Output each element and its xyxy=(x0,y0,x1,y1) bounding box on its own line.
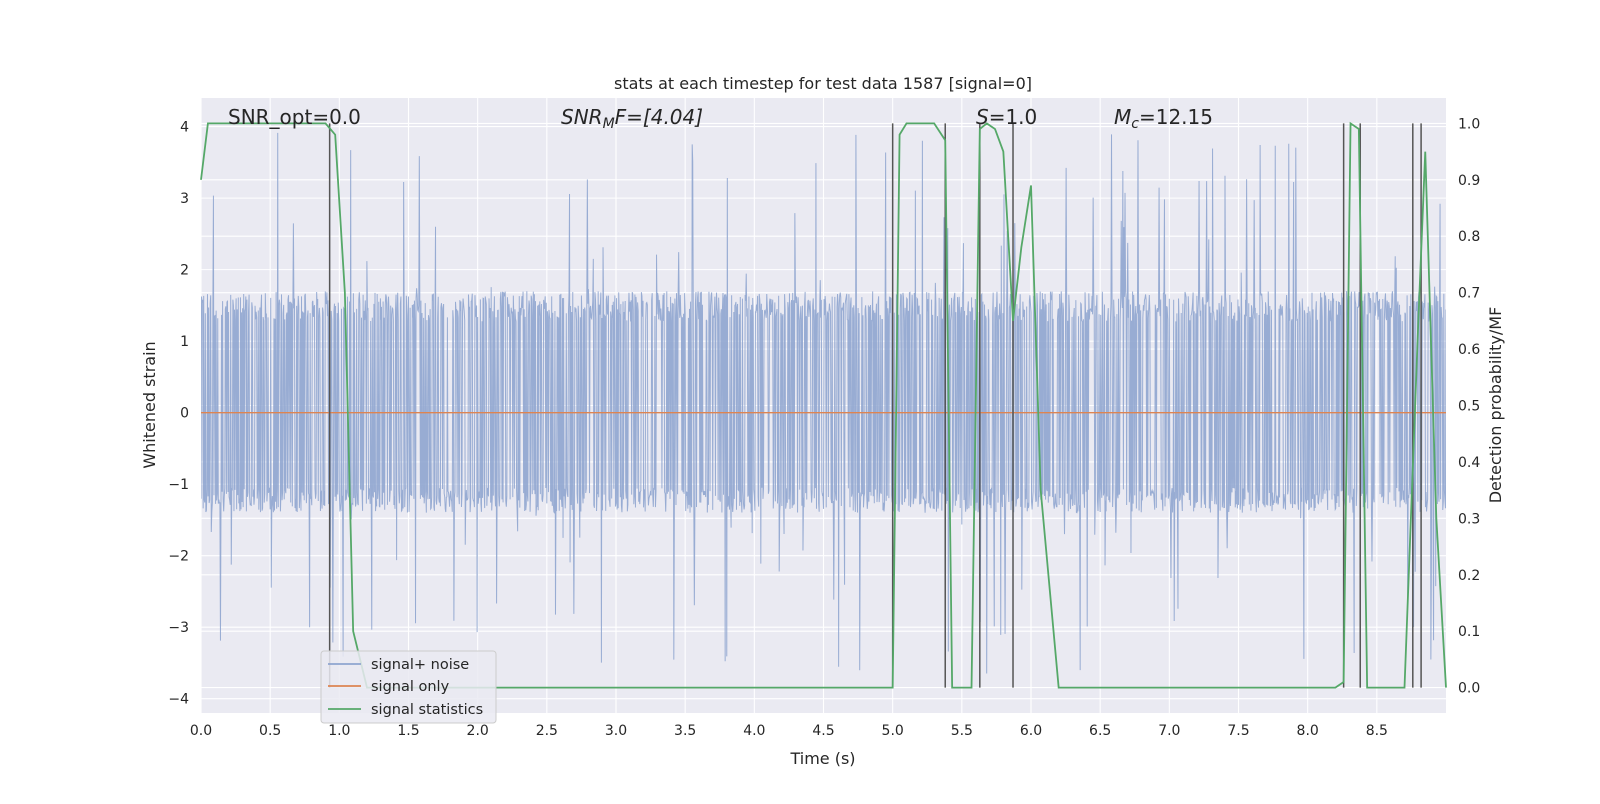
x-tick-label-14: 7.0 xyxy=(1158,723,1180,739)
x-axis-label: Time (s) xyxy=(789,749,855,768)
y-left-tick-label-2: −2 xyxy=(168,549,189,565)
annotation-snr-opt: SNR_opt=0.0 xyxy=(228,105,361,129)
annotation-snr-mf-prefix: SNR xyxy=(561,105,603,129)
x-axis-ticks: 0.0 0.5 1.0 1.5 2.0 2.5 3.0 3.5 4.0 4.5 5.0 5.5 6.0 6… xyxy=(190,723,1388,739)
x-tick-label-6: 3.0 xyxy=(605,723,627,739)
y-left-tick-label-6: 2 xyxy=(180,263,189,279)
x-tick-label-17: 8.5 xyxy=(1366,723,1388,739)
x-tick-label-3: 1.5 xyxy=(397,723,419,739)
y-left-tick-label-0: −4 xyxy=(168,692,189,708)
legend-label-signal-noise: signal+ noise xyxy=(371,657,469,673)
series-signal-noise xyxy=(201,132,1446,674)
signal-statistics-line xyxy=(200,121,1447,689)
vertical-markers xyxy=(328,123,1422,688)
chart-title: stats at each timestep for test data 158… xyxy=(614,74,1032,93)
signal-noise-line xyxy=(201,132,1446,674)
x-tick-label-15: 7.5 xyxy=(1227,723,1249,739)
annotation-snr-mf-suffix: F=[4.04] xyxy=(615,105,703,129)
x-tick-label-5: 2.5 xyxy=(536,723,558,739)
y-right-tick-label-1: 0.1 xyxy=(1458,624,1480,640)
y-axis-left-label: Whitened strain xyxy=(140,341,159,468)
annotation-mc-suffix: =12.15 xyxy=(1139,105,1213,129)
y-left-tick-label-8: 4 xyxy=(180,120,189,136)
y-right-tick-label-9: 0.9 xyxy=(1458,173,1480,189)
x-tick-label-11: 5.5 xyxy=(951,723,973,739)
annotation-mc-prefix: M xyxy=(1114,105,1131,129)
y-left-tick-label-3: −1 xyxy=(168,477,189,493)
x-tick-label-1: 0.5 xyxy=(259,723,281,739)
y-left-tick-label-1: −3 xyxy=(168,620,189,636)
x-tick-label-9: 4.5 xyxy=(812,723,834,739)
y-right-tick-label-8: 0.8 xyxy=(1458,229,1480,245)
annotation-mc-sub: c xyxy=(1131,116,1139,132)
x-tick-label-12: 6.0 xyxy=(1020,723,1042,739)
annotation-s-prefix: S xyxy=(976,105,989,129)
x-tick-label-8: 4.0 xyxy=(743,723,765,739)
y-left-tick-label-7: 3 xyxy=(180,191,189,207)
y-left-tick-label-4: 0 xyxy=(180,406,189,422)
y-right-tick-label-7: 0.7 xyxy=(1458,286,1480,302)
x-tick-label-13: 6.5 xyxy=(1089,723,1111,739)
series-signal-statistics xyxy=(200,121,1447,689)
y-right-tick-label-5: 0.5 xyxy=(1458,399,1480,415)
x-tick-label-0: 0.0 xyxy=(190,723,212,739)
x-tick-label-2: 1.0 xyxy=(328,723,350,739)
legend-box xyxy=(320,650,497,724)
y-left-tick-label-5: 1 xyxy=(180,334,189,350)
y-axis-right-ticks: 0.0 0.1 0.2 0.3 0.4 0.5 0.6 0.7 0.8 0.9 1.0 xyxy=(1458,116,1480,696)
legend: signal+ noise signal only signal statist… xyxy=(320,650,497,724)
y-right-tick-label-4: 0.4 xyxy=(1458,455,1480,471)
annotation-snr-mf: SNRMF=[4.04] xyxy=(561,105,703,132)
annotation-s-suffix: =1.0 xyxy=(989,105,1038,129)
y-axis-right-label: Detection probability/MF xyxy=(1486,307,1505,504)
annotation-s-stat: S=1.0 xyxy=(976,105,1037,129)
y-axis-left-ticks: −4 −3 −2 −1 0 1 2 3 4 xyxy=(168,120,189,708)
x-tick-label-16: 8.0 xyxy=(1297,723,1319,739)
y-right-tick-label-6: 0.6 xyxy=(1458,342,1480,358)
y-right-tick-label-0: 0.0 xyxy=(1458,681,1480,697)
y-right-tick-label-10: 1.0 xyxy=(1458,116,1480,132)
x-tick-label-4: 2.0 xyxy=(467,723,489,739)
legend-label-signal-statistics: signal statistics xyxy=(371,702,483,718)
y-right-tick-label-3: 0.3 xyxy=(1458,511,1480,527)
y-right-tick-label-2: 0.2 xyxy=(1458,568,1480,584)
annotation-mc: Mc=12.15 xyxy=(1114,105,1213,132)
annotation-snr-mf-sub: M xyxy=(603,116,615,132)
x-tick-label-7: 3.5 xyxy=(674,723,696,739)
x-tick-label-10: 5.0 xyxy=(882,723,904,739)
legend-label-signal-only: signal only xyxy=(371,679,450,695)
